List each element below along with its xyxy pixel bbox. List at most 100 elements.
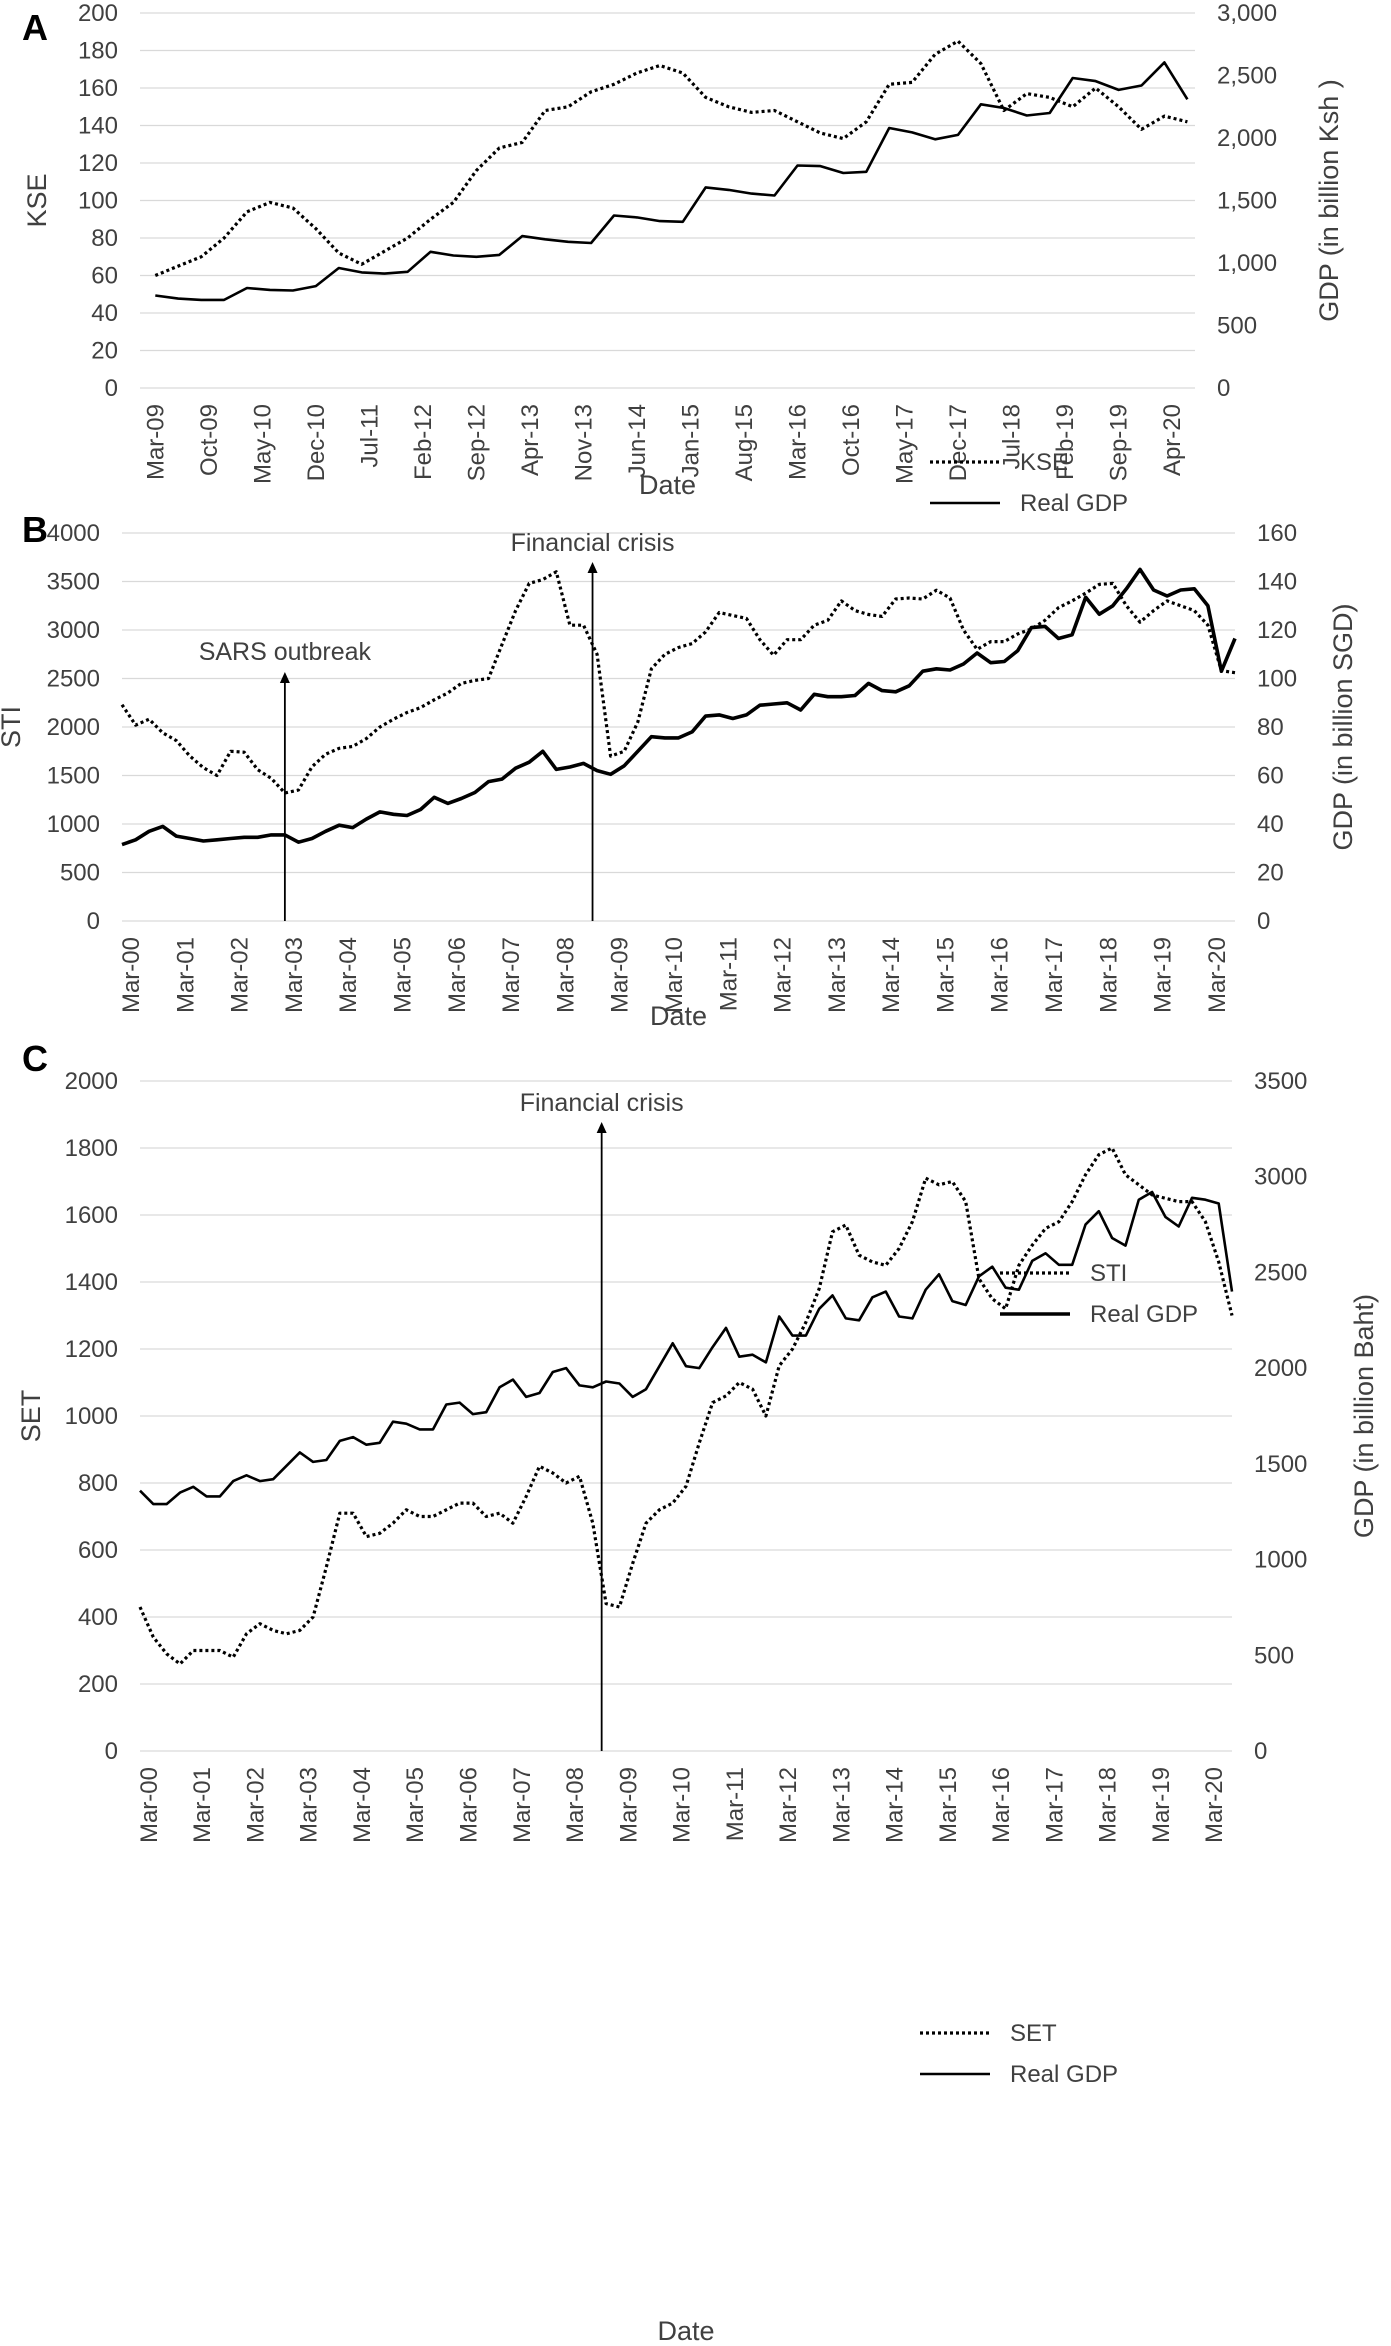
annotation-arrowhead (596, 1122, 607, 1133)
y-left-tick-label: 800 (78, 1470, 118, 1497)
x-tick-label: Mar-17 (1041, 937, 1068, 1013)
series-line-real-gdp (155, 61, 1189, 302)
y-right-tick-label: 3500 (1254, 1068, 1307, 1095)
panel-letter: C (22, 1038, 48, 1079)
y-left-tick-label: 160 (78, 75, 118, 102)
x-tick-label: Mar-07 (498, 937, 525, 1013)
legend-label: Real GDP (1010, 2061, 1118, 2088)
x-tick-label: Mar-09 (615, 1767, 642, 1843)
x-tick-label: Mar-13 (828, 1767, 855, 1843)
y-right-tick-label: 160 (1257, 520, 1297, 547)
y-right-axis-label: GDP (in billion SGD) (1328, 603, 1358, 850)
x-tick-label: Mar-05 (390, 937, 417, 1013)
y-left-tick-label: 0 (87, 908, 100, 935)
x-tick-label: Mar-16 (987, 937, 1014, 1013)
panel-letter: B (22, 509, 48, 550)
y-left-tick-label: 200 (78, 1671, 118, 1698)
y-left-tick-label: 600 (78, 1537, 118, 1564)
x-tick-label: Mar-05 (402, 1767, 429, 1843)
y-right-tick-label: 500 (1217, 313, 1257, 340)
annotation-arrowhead (587, 562, 598, 573)
x-tick-label: Mar-02 (227, 937, 254, 1013)
legend-label: STI (1090, 1260, 1127, 1287)
x-axis-label: Date (639, 470, 696, 500)
y-left-tick-label: 20 (91, 338, 118, 365)
x-tick-label: Dec-17 (945, 404, 972, 481)
y-left-axis-label: SET (16, 1390, 46, 1443)
x-tick-label: Mar-10 (669, 1767, 696, 1843)
x-tick-label: Mar-11 (715, 937, 742, 1011)
annotation-label: SARS outbreak (199, 638, 372, 666)
y-left-tick-label: 140 (78, 113, 118, 140)
x-tick-label: Feb-19 (1052, 404, 1079, 480)
x-tick-label: Mar-19 (1148, 1767, 1175, 1843)
x-tick-label: Mar-09 (142, 404, 169, 480)
y-right-tick-label: 3000 (1254, 1164, 1307, 1191)
x-tick-label: Apr-20 (1159, 404, 1186, 476)
x-tick-label: May-17 (891, 404, 918, 484)
x-tick-label: Mar-12 (770, 937, 797, 1013)
y-left-tick-label: 0 (105, 1738, 118, 1765)
y-left-tick-label: 0 (105, 375, 118, 402)
y-right-tick-label: 40 (1257, 811, 1284, 838)
annotation-label: Financial crisis (520, 1089, 684, 1117)
x-tick-label: Mar-01 (189, 1767, 216, 1843)
x-tick-label: Mar-11 (722, 1767, 749, 1841)
y-left-tick-label: 2000 (65, 1068, 118, 1095)
series-line-real-gdp (121, 567, 1237, 847)
y-right-tick-label: 100 (1257, 666, 1297, 693)
y-right-tick-label: 120 (1257, 617, 1297, 644)
x-tick-label: Jan-15 (677, 404, 704, 477)
y-left-tick-label: 200 (78, 0, 118, 27)
x-tick-label: Mar-08 (552, 937, 579, 1013)
x-tick-label: Mar-14 (878, 937, 905, 1013)
x-tick-label: Jul-18 (999, 404, 1026, 469)
annotation-arrowhead (279, 672, 290, 683)
y-left-tick-label: 1800 (65, 1135, 118, 1162)
x-tick-label: May-10 (249, 404, 276, 484)
x-tick-label: Mar-00 (118, 937, 145, 1013)
series-line-set (138, 1146, 1234, 1666)
y-left-axis-label: STI (0, 706, 26, 748)
y-right-tick-label: 1,000 (1217, 250, 1277, 277)
y-right-tick-label: 500 (1254, 1642, 1294, 1669)
y-left-tick-label: 2000 (47, 714, 100, 741)
y-left-tick-label: 4000 (47, 520, 100, 547)
x-tick-label: Mar-06 (444, 937, 471, 1013)
y-right-axis-label: GDP (in billion Ksh ) (1314, 79, 1344, 322)
annotation-label: Financial crisis (511, 529, 675, 557)
y-left-tick-label: 3000 (47, 617, 100, 644)
y-right-tick-label: 0 (1257, 908, 1270, 935)
y-left-axis-label: KSE (22, 173, 52, 227)
y-left-tick-label: 500 (60, 860, 100, 887)
chart-panel-b: B 0 500 1000 1500 2000 2500 3000 3500 4000 0 20 40 60… (0, 509, 1358, 1328)
x-tick-label: Jul-11 (356, 404, 383, 468)
x-tick-label: Mar-17 (1041, 1767, 1068, 1843)
y-left-tick-label: 1200 (65, 1336, 118, 1363)
x-tick-label: Mar-16 (988, 1767, 1015, 1843)
y-left-tick-label: 2500 (47, 666, 100, 693)
chart-panel-a: A 0 20 40 60 80 100 120 140 160 180 200 0 500 1,000 1,5… (22, 0, 1344, 517)
y-left-tick-label: 120 (78, 150, 118, 177)
x-tick-label: Mar-10 (661, 937, 688, 1013)
legend-label: Real GDP (1020, 490, 1128, 517)
x-tick-label: Mar-20 (1201, 1767, 1228, 1843)
y-right-tick-label: 1500 (1254, 1451, 1307, 1478)
y-right-tick-label: 1000 (1254, 1547, 1307, 1574)
x-tick-label: Mar-15 (932, 937, 959, 1013)
x-tick-label: Apr-13 (517, 404, 544, 476)
x-tick-label: Mar-14 (882, 1767, 909, 1843)
y-left-tick-label: 40 (91, 300, 118, 327)
x-tick-label: Mar-04 (349, 1767, 376, 1843)
y-right-tick-label: 140 (1257, 569, 1297, 596)
x-tick-label: Mar-16 (784, 404, 811, 480)
x-tick-label: Mar-19 (1150, 937, 1177, 1013)
x-axis-label: Date (650, 1001, 707, 1031)
x-tick-label: Oct-16 (838, 404, 865, 476)
y-left-tick-label: 80 (91, 225, 118, 252)
y-left-tick-label: 400 (78, 1604, 118, 1631)
y-right-tick-label: 3,000 (1217, 0, 1277, 27)
y-left-tick-label: 1400 (65, 1269, 118, 1296)
series-line-sti (120, 570, 1236, 795)
